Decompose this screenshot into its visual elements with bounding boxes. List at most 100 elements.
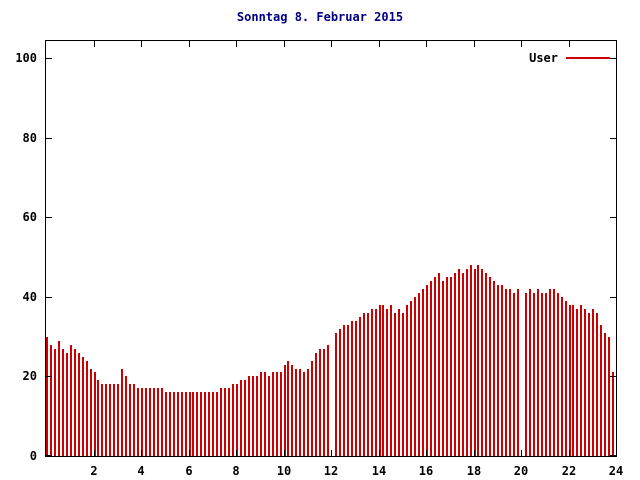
data-bar xyxy=(469,265,472,456)
data-bar xyxy=(319,348,322,456)
data-bar xyxy=(247,376,250,456)
data-bar xyxy=(212,392,215,456)
data-bar xyxy=(81,356,84,456)
data-bar xyxy=(228,388,231,456)
data-bar xyxy=(394,312,397,456)
data-bar xyxy=(279,372,282,456)
data-bar xyxy=(485,273,488,456)
data-bar xyxy=(604,332,607,456)
data-bar xyxy=(465,269,468,456)
data-bar xyxy=(370,308,373,456)
data-bar xyxy=(445,276,448,456)
x-tick-label: 14 xyxy=(371,464,387,478)
x-tick-label: 2 xyxy=(90,464,98,478)
data-bar xyxy=(588,312,591,456)
chart-title: Sonntag 8. Februar 2015 xyxy=(236,10,404,24)
data-bar xyxy=(374,308,377,456)
data-bar xyxy=(315,352,318,456)
tick-mark xyxy=(569,450,570,456)
x-tick-label: 12 xyxy=(323,464,339,478)
tick-mark xyxy=(189,41,190,47)
data-bar xyxy=(192,392,195,456)
data-bar xyxy=(105,384,108,456)
tick-mark xyxy=(46,217,52,218)
data-bar xyxy=(117,384,120,456)
tick-mark xyxy=(46,297,52,298)
data-bar xyxy=(433,276,436,456)
data-bar xyxy=(172,392,175,456)
data-bar xyxy=(101,384,104,456)
data-bar xyxy=(441,280,444,456)
data-bar xyxy=(85,360,88,456)
data-bar xyxy=(406,304,409,456)
data-bar xyxy=(156,388,159,456)
tick-mark xyxy=(474,41,475,47)
data-bar xyxy=(164,392,167,456)
data-bar xyxy=(216,392,219,456)
data-bar xyxy=(113,384,116,456)
legend-line-sample xyxy=(566,57,610,59)
data-bar xyxy=(509,288,512,456)
data-bar xyxy=(572,304,575,456)
tick-mark xyxy=(236,450,237,456)
data-bar xyxy=(426,284,428,456)
data-bar xyxy=(232,384,235,456)
tick-mark xyxy=(94,41,95,47)
data-bar xyxy=(152,388,155,456)
y-tick-label: 20 xyxy=(22,369,37,383)
data-bar xyxy=(184,392,187,456)
data-bar xyxy=(398,308,401,456)
data-bar xyxy=(493,280,496,456)
data-bar xyxy=(473,269,476,456)
data-bar xyxy=(180,392,183,456)
x-tick-label: 22 xyxy=(561,464,577,478)
tick-mark xyxy=(610,58,616,59)
plot-area: User 2 4 6 8 10 12 14 16 18 20 22 24 0 20 40 60 80 100 xyxy=(15,40,623,478)
data-bar xyxy=(358,316,361,456)
data-bar xyxy=(382,304,385,456)
data-bar xyxy=(148,388,151,456)
data-bar xyxy=(303,372,306,456)
data-bar xyxy=(311,360,314,456)
data-bar xyxy=(307,368,310,456)
data-bar xyxy=(239,380,242,456)
data-bar xyxy=(544,292,547,456)
y-tick-label: 40 xyxy=(22,290,37,304)
data-bar xyxy=(327,344,330,456)
data-bar xyxy=(255,376,258,456)
tick-mark xyxy=(331,41,332,47)
data-bar xyxy=(93,372,96,456)
tick-mark xyxy=(284,450,285,456)
tick-mark xyxy=(610,217,616,218)
data-bar xyxy=(236,384,238,456)
data-bar xyxy=(141,388,143,456)
data-bar xyxy=(188,392,191,456)
x-tick-label: 16 xyxy=(418,464,434,478)
data-bar xyxy=(275,372,278,456)
data-bar xyxy=(422,288,425,456)
data-bar xyxy=(453,273,456,456)
data-bar xyxy=(517,288,520,456)
data-bar xyxy=(295,368,298,456)
data-bar xyxy=(576,308,579,456)
data-bar xyxy=(323,348,326,456)
data-bar xyxy=(489,276,492,456)
data-bar xyxy=(291,364,294,456)
data-bar xyxy=(220,388,223,456)
data-bar xyxy=(477,265,480,456)
tick-mark xyxy=(610,376,616,377)
data-bar xyxy=(580,304,583,456)
data-bar xyxy=(176,392,179,456)
data-bar xyxy=(390,304,393,456)
data-bar xyxy=(271,372,274,456)
data-bar xyxy=(338,328,341,456)
y-tick-label: 0 xyxy=(29,449,37,463)
data-bar xyxy=(243,380,246,456)
data-bar xyxy=(200,392,203,456)
tick-mark xyxy=(331,450,332,456)
data-bar xyxy=(532,292,535,456)
data-bar xyxy=(69,344,72,456)
data-bar xyxy=(224,388,227,456)
data-bar xyxy=(612,372,615,456)
x-tick-label: 10 xyxy=(276,464,292,478)
